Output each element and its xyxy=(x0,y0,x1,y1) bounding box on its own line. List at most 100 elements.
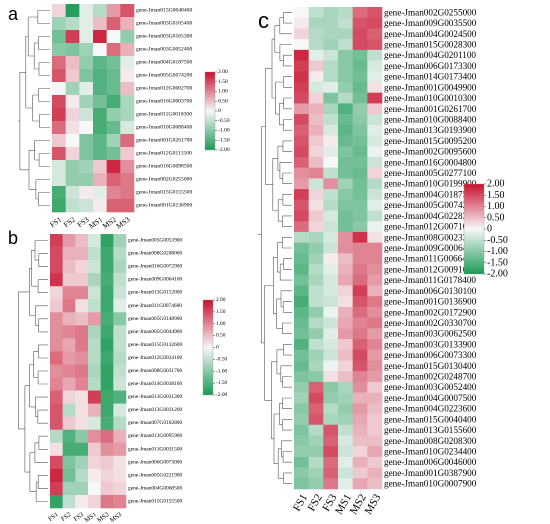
heatmap-cell xyxy=(367,135,383,147)
heatmap-cell xyxy=(323,360,339,372)
heatmap-cell xyxy=(308,403,324,415)
heatmap-cell xyxy=(75,286,89,300)
heatmap-cell xyxy=(75,481,89,496)
row-label: gene-Jman006G0173300 xyxy=(384,61,477,71)
heatmap-cell xyxy=(79,160,94,174)
heatmap-cell xyxy=(308,28,324,40)
heatmap-cell xyxy=(323,135,339,147)
heatmap-cell xyxy=(65,173,80,187)
heatmap-cell xyxy=(88,494,101,509)
heatmap-cell xyxy=(93,160,107,174)
heatmap-cell xyxy=(367,167,383,179)
heatmap-cell xyxy=(62,494,76,509)
column-label: FS1 xyxy=(47,511,60,523)
heatmap-cell xyxy=(113,273,127,287)
heatmap-cell xyxy=(113,403,127,417)
heatmap-cell xyxy=(352,28,368,40)
heatmap-cell xyxy=(294,274,309,286)
row-label: gene-Jman013G0152000 xyxy=(128,290,183,296)
heatmap-cell xyxy=(294,371,309,383)
row-dendrogram xyxy=(18,10,50,206)
colorbar-tick-label: -2.00 xyxy=(218,147,230,153)
colorbar-tick-label: 0.50 xyxy=(218,98,228,104)
heatmap-cell xyxy=(338,49,353,61)
heatmap-cell xyxy=(367,467,383,479)
row-label: gene-Jman013G0155600 xyxy=(384,425,477,435)
heatmap-cell xyxy=(294,231,309,243)
heatmap-cell xyxy=(62,273,76,287)
heatmap-cell xyxy=(323,478,339,490)
row-label: gene-Jman010G0199900 xyxy=(384,179,477,189)
heatmap-cell xyxy=(308,167,324,179)
heatmap-cell xyxy=(308,328,324,340)
heatmap-cell xyxy=(308,467,324,479)
heatmap-cell xyxy=(323,60,339,72)
heatmap-cell xyxy=(308,17,324,29)
heatmap-cell xyxy=(294,17,309,29)
row-label: gene-Jman002G0255000 xyxy=(136,177,192,183)
heatmap-cell xyxy=(308,71,324,83)
heatmap-cell xyxy=(323,253,339,265)
heatmap-cell xyxy=(62,442,76,457)
heatmap-cell xyxy=(352,435,368,447)
row-label: gene-Jman005G0074200 xyxy=(384,200,477,210)
heatmap-cell xyxy=(50,286,63,300)
heatmap-cell xyxy=(367,114,383,126)
heatmap-cell xyxy=(52,4,66,18)
heatmap-cell xyxy=(62,351,76,365)
row-label: gene-Jman004G0024500 xyxy=(384,29,477,39)
row-dendrogram xyxy=(258,12,292,484)
heatmap-cell xyxy=(323,264,339,276)
heatmap-cell xyxy=(50,260,63,274)
heatmap-cell xyxy=(338,92,353,104)
heatmap-cell xyxy=(367,274,383,286)
heatmap-cell xyxy=(93,173,107,187)
row-label: gene-Jman010G0088400 xyxy=(136,125,192,131)
colorbar xyxy=(204,71,216,151)
row-label: gene-Jman013G0193900 xyxy=(384,125,477,135)
heatmap-cell xyxy=(62,377,76,391)
heatmap-cell xyxy=(338,424,353,436)
colorbar-tick-label: 1.00 xyxy=(216,321,226,327)
row-label: gene-Jman005G0044900 xyxy=(128,329,183,335)
heatmap-cell xyxy=(106,108,121,122)
heatmap-cell xyxy=(367,178,383,190)
heatmap-cell xyxy=(352,221,368,233)
colorbar-tick-label: -1.50 xyxy=(218,137,230,143)
heatmap-cell xyxy=(338,264,353,276)
heatmap-cell xyxy=(367,81,383,93)
heatmap-cell xyxy=(352,49,368,61)
heatmap-cell xyxy=(93,30,107,44)
heatmap-cell xyxy=(93,121,107,135)
heatmap-cell xyxy=(367,392,383,404)
heatmap-cell xyxy=(120,69,135,83)
heatmap-cell xyxy=(75,416,89,431)
heatmap-cell xyxy=(52,17,66,31)
heatmap-cell xyxy=(113,377,127,391)
heatmap-cell xyxy=(367,360,383,372)
heatmap-cell xyxy=(65,4,80,18)
heatmap-cell xyxy=(62,481,76,496)
heatmap-cell xyxy=(75,403,89,417)
heatmap-cell xyxy=(294,403,309,415)
heatmap-cell xyxy=(294,392,309,404)
heatmap-cell xyxy=(308,7,324,19)
heatmap-cell xyxy=(100,351,114,365)
heatmap-cell xyxy=(100,377,114,391)
heatmap-cell xyxy=(113,481,127,496)
heatmap-cell xyxy=(120,43,135,57)
heatmap-cell xyxy=(294,296,309,308)
heatmap-cell xyxy=(367,199,383,211)
heatmap-cell xyxy=(367,221,383,233)
heatmap-cell xyxy=(308,414,324,426)
heatmap-cell xyxy=(100,364,114,378)
heatmap-cell xyxy=(338,71,353,83)
heatmap-cell xyxy=(52,160,66,174)
heatmap-cell xyxy=(88,403,101,417)
heatmap-cell xyxy=(323,435,339,447)
row-label: gene-Jman005G0148900 xyxy=(128,316,183,322)
heatmap-cell xyxy=(308,221,324,233)
row-dendrogram xyxy=(18,240,48,502)
heatmap-cell xyxy=(338,156,353,168)
heatmap-cell xyxy=(294,199,309,211)
